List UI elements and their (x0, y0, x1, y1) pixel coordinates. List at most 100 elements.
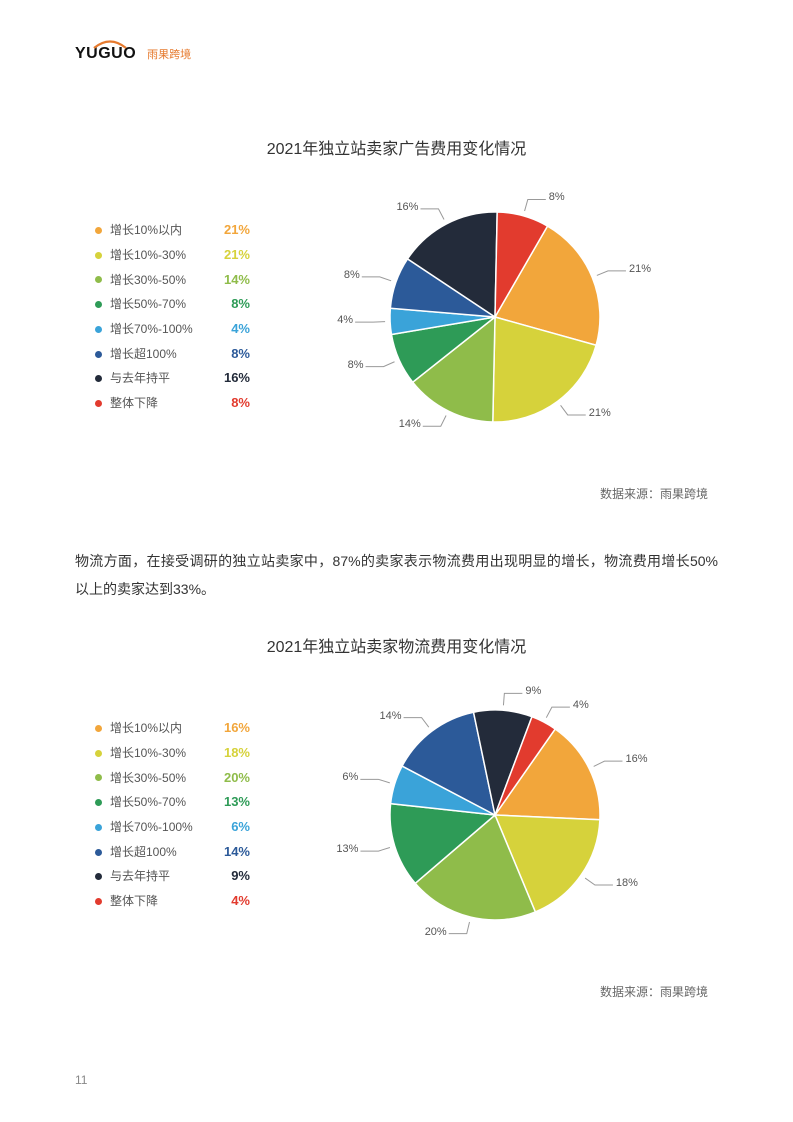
pie-chart: 21%21%14%8%4%8%16%8% (305, 177, 685, 457)
slice-label: 16% (390, 201, 418, 213)
leader-line (355, 322, 385, 323)
legend-value: 8% (205, 391, 250, 416)
legend-value: 4% (205, 317, 250, 342)
legend-label: 增长10%-30% (110, 742, 205, 765)
data-source: 数据来源：雨果跨境 (75, 485, 718, 502)
legend-label: 增长超100% (110, 343, 205, 366)
legend-row: 增长10%-30%18% (95, 741, 305, 766)
legend-row: 增长30%-50%14% (95, 268, 305, 293)
slice-label: 8% (549, 191, 565, 203)
leader-line (449, 922, 470, 934)
legend-row: 增长10%以内16% (95, 716, 305, 741)
legend-dot-icon (95, 849, 102, 856)
pie-chart: 16%18%20%13%6%14%9%4% (305, 675, 685, 955)
legend-value: 21% (205, 218, 250, 243)
legend-row: 整体下降8% (95, 391, 305, 416)
legend-value: 18% (205, 741, 250, 766)
chart-logistics-fee: 2021年独立站卖家物流费用变化情况 增长10%以内16%增长10%-30%18… (75, 633, 718, 1000)
slice-label: 20% (419, 926, 447, 938)
page-number: 11 (75, 1073, 87, 1087)
legend-row: 增长30%-50%20% (95, 766, 305, 791)
legend-value: 14% (205, 268, 250, 293)
legend-label: 增长10%-30% (110, 244, 205, 267)
legend-row: 增长10%-30%21% (95, 243, 305, 268)
legend-label: 增长30%-50% (110, 269, 205, 292)
legend-row: 增长50%-70%8% (95, 292, 305, 317)
legend-value: 6% (205, 815, 250, 840)
legend-row: 与去年持平16% (95, 366, 305, 391)
leader-line (503, 693, 522, 705)
leader-line (404, 718, 429, 728)
leader-line (585, 878, 613, 885)
legend-value: 9% (205, 864, 250, 889)
legend-row: 增长超100%14% (95, 840, 305, 865)
legend-value: 13% (205, 790, 250, 815)
legend-value: 16% (205, 716, 250, 741)
legend-label: 增长10%以内 (110, 717, 205, 740)
leader-line (423, 416, 446, 427)
leader-line (366, 362, 395, 367)
leader-line (597, 271, 626, 276)
chart-legend: 增长10%以内16%增长10%-30%18%增长30%-50%20%增长50%-… (95, 716, 305, 914)
legend-dot-icon (95, 725, 102, 732)
leader-line (525, 199, 546, 211)
legend-row: 增长50%-70%13% (95, 790, 305, 815)
legend-row: 增长超100%8% (95, 342, 305, 367)
legend-label: 增长70%-100% (110, 318, 205, 341)
chart-title: 2021年独立站卖家物流费用变化情况 (75, 633, 718, 657)
slice-label: 8% (336, 359, 364, 371)
legend-dot-icon (95, 824, 102, 831)
chart-ad-fee: 2021年独立站卖家广告费用变化情况 增长10%以内21%增长10%-30%21… (75, 135, 718, 502)
legend-row: 与去年持平9% (95, 864, 305, 889)
brand-logo: YUGUO 雨果跨境 (75, 45, 191, 63)
chart-legend: 增长10%以内21%增长10%-30%21%增长30%-50%14%增长50%-… (95, 218, 305, 416)
data-source: 数据来源：雨果跨境 (75, 983, 718, 1000)
legend-label: 增长50%-70% (110, 791, 205, 814)
pie-svg (305, 177, 685, 457)
leader-line (420, 209, 444, 220)
legend-value: 20% (205, 766, 250, 791)
slice-label: 14% (393, 418, 421, 430)
legend-label: 增长50%-70% (110, 293, 205, 316)
slice-label: 21% (589, 407, 611, 419)
legend-dot-icon (95, 774, 102, 781)
legend-dot-icon (95, 227, 102, 234)
legend-dot-icon (95, 252, 102, 259)
legend-dot-icon (95, 301, 102, 308)
legend-dot-icon (95, 799, 102, 806)
slice-label: 18% (616, 877, 638, 889)
slice-label: 21% (629, 263, 651, 275)
slice-label: 14% (374, 710, 402, 722)
pie-svg (305, 675, 685, 955)
legend-row: 增长10%以内21% (95, 218, 305, 243)
leader-line (546, 707, 570, 718)
legend-label: 增长70%-100% (110, 816, 205, 839)
legend-value: 8% (205, 342, 250, 367)
legend-value: 8% (205, 292, 250, 317)
legend-dot-icon (95, 375, 102, 382)
legend-row: 增长70%-100%6% (95, 815, 305, 840)
legend-label: 增长30%-50% (110, 767, 205, 790)
slice-label: 8% (332, 269, 360, 281)
leader-line (360, 779, 389, 783)
leader-line (594, 761, 623, 766)
legend-value: 4% (205, 889, 250, 914)
legend-dot-icon (95, 276, 102, 283)
legend-dot-icon (95, 351, 102, 358)
leader-line (360, 848, 389, 852)
body-paragraph: 物流方面，在接受调研的独立站卖家中，87%的卖家表示物流费用出现明显的增长，物流… (75, 547, 718, 603)
logo-arc-icon (93, 39, 127, 49)
slice-label: 13% (330, 843, 358, 855)
leader-line (362, 277, 391, 281)
legend-label: 整体下降 (110, 392, 205, 415)
chart-title: 2021年独立站卖家广告费用变化情况 (75, 135, 718, 159)
legend-row: 整体下降4% (95, 889, 305, 914)
legend-dot-icon (95, 750, 102, 757)
legend-label: 与去年持平 (110, 367, 205, 390)
legend-label: 增长超100% (110, 841, 205, 864)
legend-value: 16% (205, 366, 250, 391)
slice-label: 16% (625, 753, 647, 765)
legend-value: 14% (205, 840, 250, 865)
legend-dot-icon (95, 400, 102, 407)
slice-label: 9% (525, 685, 541, 697)
